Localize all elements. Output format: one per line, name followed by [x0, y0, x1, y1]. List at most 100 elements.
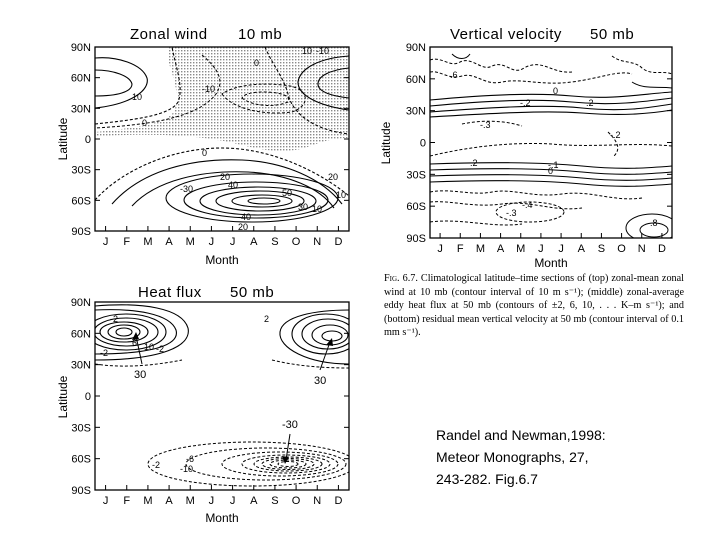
contour-labels: -2 -2 6 10 -2 2 -2 -6 -10	[100, 314, 269, 474]
x-tick-label: D	[334, 236, 342, 248]
contour-label: -10	[202, 84, 215, 94]
x-tick-label: O	[617, 243, 626, 255]
contour-label: 10	[312, 204, 322, 214]
contour-labels: .6 0 -.2 .2 -.3 .2 -.2 -.1 0 -.4 -.3 .8	[450, 70, 658, 228]
contour-label: -2	[152, 460, 160, 470]
x-tick-label: D	[334, 495, 342, 507]
x-tick-label: M	[186, 236, 195, 248]
contour-label: 0	[202, 148, 207, 158]
x-tick-label: J	[538, 243, 544, 255]
contour-label: -.3	[506, 208, 517, 218]
y-tick-label: 0	[85, 134, 91, 146]
contour-label: 0	[142, 118, 147, 128]
y-tick-label: 90S	[406, 233, 426, 245]
contour-label: 20	[220, 172, 230, 182]
contour-label: 6	[132, 338, 137, 348]
y-tick-label: 0	[420, 138, 426, 150]
y-tick-label: 60S	[71, 454, 91, 466]
x-tick-label: J	[437, 243, 443, 255]
x-tick-label: F	[457, 243, 464, 255]
x-tick-label: M	[186, 495, 195, 507]
plot-frame	[94, 301, 350, 491]
x-axis-label: Month	[205, 253, 238, 267]
x-tick-label: A	[578, 243, 586, 255]
reference-line: Meteor Monographs, 27,	[436, 449, 589, 465]
contour-label: -.3	[480, 120, 491, 130]
contour-label: -10	[180, 464, 193, 474]
y-tick-label: 30S	[406, 169, 426, 181]
contour-label: 20	[328, 172, 338, 182]
contour-label: 10	[132, 92, 142, 102]
y-tick-label: 0	[85, 391, 91, 403]
x-tick-label: M	[516, 243, 525, 255]
y-axis: 90N 60N 30N 0 30S 60S 90S	[71, 42, 349, 238]
y-tick-label: 60S	[71, 195, 91, 207]
contour-label: 10	[302, 46, 312, 56]
contour-label: .2	[470, 158, 478, 168]
x-tick-label: N	[638, 243, 646, 255]
reference-line: Randel and Newman,1998:	[436, 427, 606, 443]
x-axis-label: Month	[534, 256, 567, 270]
x-tick-label: J	[103, 236, 109, 248]
x-tick-label: M	[143, 236, 152, 248]
chart-level: 50 mb	[230, 284, 274, 301]
x-tick-label: J	[230, 236, 236, 248]
y-axis-label: Latitude	[56, 375, 70, 418]
contour-label: 10	[336, 190, 346, 200]
x-tick-label: J	[209, 236, 215, 248]
x-tick-label: A	[250, 236, 258, 248]
y-tick-label: 60N	[71, 328, 91, 340]
contour-label: 0	[553, 86, 558, 96]
contour-field	[95, 47, 349, 223]
chart-title: Vertical velocity	[450, 26, 562, 43]
contour-label: -.4	[522, 200, 533, 210]
x-tick-label: J	[558, 243, 564, 255]
contour-label: .6	[450, 70, 458, 80]
contour-label: 2	[264, 314, 269, 324]
contour-label: 0	[254, 58, 259, 68]
chart-title: Heat flux	[138, 284, 202, 301]
x-tick-label: A	[250, 495, 258, 507]
vertical-velocity-chart: Vertical velocity 50 mb	[379, 26, 673, 270]
y-tick-label: 90S	[71, 226, 91, 238]
x-axis-label: Month	[205, 511, 238, 525]
chart-title: Zonal wind	[130, 26, 208, 43]
contour-label: 10	[144, 342, 154, 352]
contour-label: -.2	[520, 98, 531, 108]
contour-label: -2	[156, 344, 164, 354]
y-tick-label: 90N	[71, 42, 91, 54]
contour-label: -6	[186, 454, 194, 464]
x-tick-label: M	[476, 243, 485, 255]
heat-flux-panel: Heat flux 50 mb	[52, 280, 370, 528]
y-tick-label: 30N	[71, 360, 91, 372]
contour-label: .8	[650, 218, 658, 228]
x-tick-label: D	[658, 243, 666, 255]
annotations: 30 30 -30	[134, 369, 326, 431]
x-tick-label: A	[165, 495, 173, 507]
contour-labels: 10 -10 10 -10 0 0 0 -30 -40 20 40 50 30 …	[132, 46, 346, 232]
contour-label: 20	[238, 222, 248, 232]
x-tick-label: N	[313, 236, 321, 248]
x-tick-label: J	[103, 495, 109, 507]
contour-label: -2	[110, 314, 118, 324]
caption-lead: Fig. 6.7.	[384, 273, 418, 284]
reference-box: Randel and Newman,1998: Meteor Monograph…	[426, 420, 670, 498]
y-tick-label: 90N	[71, 297, 91, 309]
contour-label: -30	[180, 184, 193, 194]
y-tick-label: 60S	[406, 201, 426, 213]
contour-label: 30	[298, 202, 308, 212]
x-tick-label: O	[292, 495, 301, 507]
x-tick-label: S	[271, 236, 278, 248]
contour-label: 0	[548, 166, 553, 176]
x-tick-label: N	[313, 495, 321, 507]
figure-caption: Fig. 6.7. Climatological latitude–time s…	[384, 272, 684, 340]
annotation-label: 30	[134, 369, 146, 381]
chart-level: 50 mb	[590, 26, 634, 43]
x-tick-label: F	[123, 236, 130, 248]
contour-label: 40	[228, 180, 238, 190]
x-tick-label: J	[209, 495, 215, 507]
heat-flux-chart: Heat flux 50 mb	[56, 284, 350, 525]
y-tick-label: 30N	[406, 106, 426, 118]
